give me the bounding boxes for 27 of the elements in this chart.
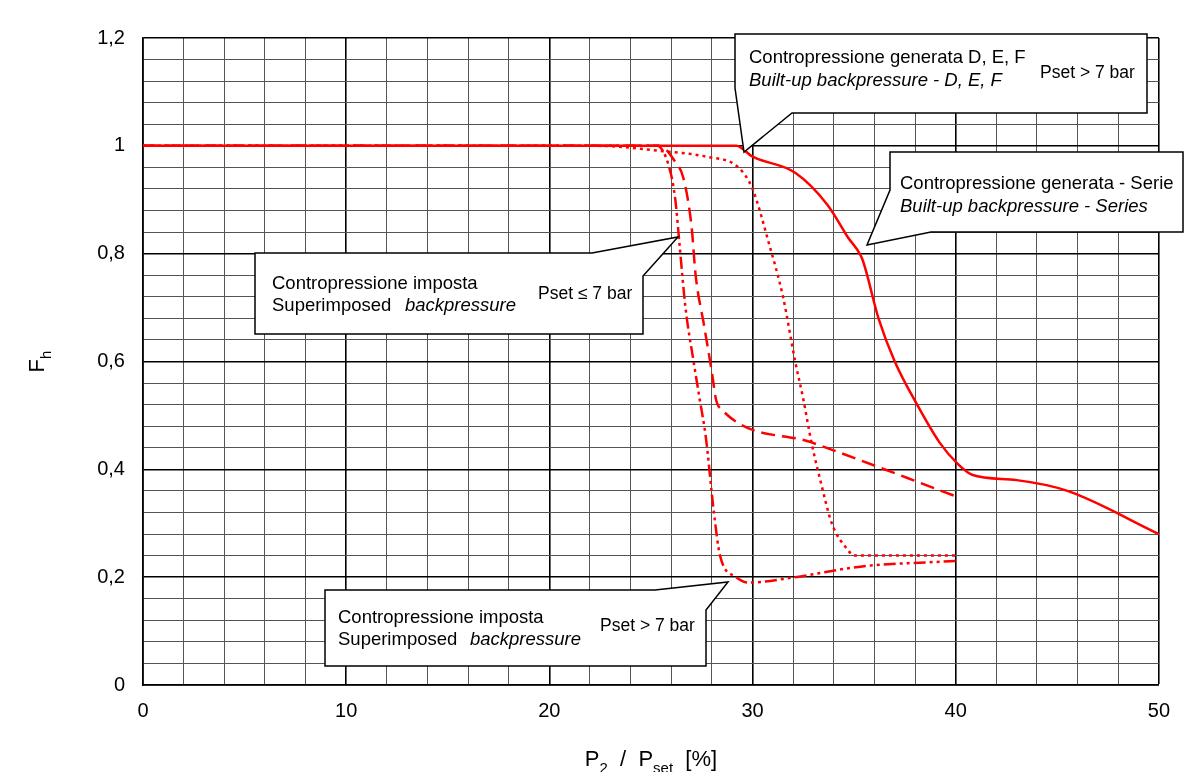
y-tick-label: 0,2 [97, 564, 125, 587]
y-tick-label: 1 [113, 133, 125, 156]
annotation: Built-up backpressure - D, E, F [749, 69, 1002, 91]
annotation: Contropressione generata D, E, F [749, 46, 1026, 68]
y-tick-label: 0 [113, 672, 125, 695]
y-tick-label: 0,4 [97, 456, 125, 479]
annotation: Contropressione imposta [338, 606, 544, 628]
annotation: Superimposed [272, 294, 392, 316]
y-tick-label: 0,8 [97, 241, 125, 264]
x-tick-label: 50 [1147, 698, 1170, 721]
y-tick-label: 1,2 [97, 25, 125, 48]
annotation: backpressure [470, 628, 582, 650]
annotation: Superimposed [338, 628, 458, 650]
x-tick-label: 10 [335, 698, 358, 721]
x-tick-label: 30 [741, 698, 764, 721]
annotation: Pset > 7 bar [1040, 62, 1135, 83]
annotation: Pset > 7 bar [600, 615, 695, 636]
annotation: Contropressione imposta [272, 272, 478, 294]
x-tick-label: 0 [137, 698, 149, 721]
x-tick-label: 40 [944, 698, 967, 721]
annotation: backpressure [405, 294, 517, 316]
annotation: Contropressione generata - Serie [900, 172, 1174, 194]
y-tick-label: 0,6 [97, 349, 125, 372]
x-tick-label: 20 [538, 698, 561, 721]
annotation: Pset ≤ 7 bar [538, 283, 633, 304]
annotation: Built-up backpressure - Series [900, 195, 1148, 217]
y-axis-title: Fh [24, 350, 54, 373]
